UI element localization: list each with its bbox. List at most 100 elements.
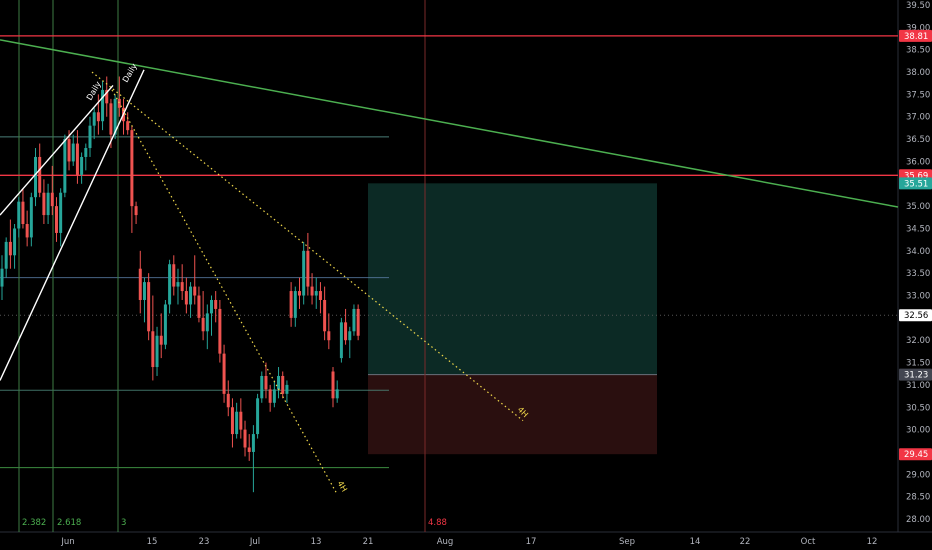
candle-body xyxy=(323,299,327,332)
time-tick-label: Aug xyxy=(437,537,454,547)
candle-body xyxy=(184,291,188,305)
candle-body xyxy=(147,282,151,332)
candle-body xyxy=(113,98,117,135)
price-tick-label: 29.00 xyxy=(906,470,930,480)
candle xyxy=(168,259,172,314)
candle-body xyxy=(42,192,46,216)
price-tag: 31.23 xyxy=(899,368,932,381)
time-tick-label: 12 xyxy=(867,537,878,547)
candle xyxy=(281,371,285,399)
candle-body xyxy=(25,224,29,238)
price-axis: 39.50 39.00 38.50 38.00 37.50 37.00 36.50 36.00… xyxy=(899,1,932,525)
candle-body xyxy=(344,322,348,341)
candle xyxy=(176,268,180,305)
candle-body xyxy=(8,241,12,256)
candle-body xyxy=(109,103,113,135)
candle xyxy=(138,250,142,314)
candle-body xyxy=(256,398,260,435)
time-tick-label: 17 xyxy=(526,537,537,547)
price-tick-label: 34.50 xyxy=(906,224,930,234)
candle-body xyxy=(126,121,130,131)
candle-body xyxy=(142,282,146,300)
candle xyxy=(222,344,226,403)
price-tag-bg xyxy=(899,29,932,42)
candle xyxy=(96,94,100,135)
candle-body xyxy=(310,286,314,296)
candle xyxy=(163,299,167,350)
candle-body xyxy=(356,308,360,336)
candle xyxy=(210,295,213,336)
candle-body xyxy=(352,308,356,332)
candle-body xyxy=(71,143,75,162)
candle-body xyxy=(80,156,84,175)
price-tick-label: 36.50 xyxy=(906,135,930,145)
candle-body xyxy=(314,291,318,296)
candle xyxy=(184,277,188,314)
price-tick-label: 38.00 xyxy=(906,68,930,78)
candle xyxy=(75,130,79,184)
price-tick-label: 32.00 xyxy=(906,336,930,346)
candle xyxy=(34,148,38,207)
candle-body xyxy=(4,241,8,269)
price-tick-label: 35.00 xyxy=(906,202,930,212)
candle xyxy=(88,116,92,157)
candle xyxy=(293,286,297,327)
candle-body xyxy=(201,317,205,332)
candle xyxy=(180,264,184,300)
price-tag-bg xyxy=(899,177,932,190)
candle-body xyxy=(331,371,335,399)
candle-body xyxy=(67,139,71,162)
candle-body xyxy=(38,156,42,193)
candle-body xyxy=(197,295,201,318)
candle-body xyxy=(172,264,176,287)
candle xyxy=(260,371,264,403)
candle-body xyxy=(247,447,251,452)
candle-body xyxy=(63,139,67,193)
candle-body xyxy=(176,282,180,287)
candle xyxy=(272,380,276,408)
candle xyxy=(235,402,239,439)
candle xyxy=(4,237,8,278)
candle xyxy=(193,255,197,305)
candle-body xyxy=(151,331,155,368)
position-stop-zone xyxy=(368,374,657,455)
candle-body xyxy=(21,201,25,225)
candle-body xyxy=(210,299,213,314)
candle xyxy=(239,398,243,439)
candle xyxy=(205,304,209,350)
candle-body xyxy=(117,98,121,108)
time-tick-label: 15 xyxy=(147,537,158,547)
price-tick-label: 37.00 xyxy=(906,113,930,123)
candle-body xyxy=(339,322,343,359)
price-tag: 35.51 xyxy=(899,177,932,190)
time-tick-label: Jun xyxy=(60,537,74,547)
candle-body xyxy=(335,389,339,399)
price-tag-label: 35.69 xyxy=(904,171,928,181)
price-tag-bg xyxy=(899,309,932,322)
candle xyxy=(151,295,155,381)
candle-body xyxy=(318,291,322,300)
price-tick-label: 37.50 xyxy=(906,90,930,100)
candle xyxy=(268,384,272,412)
candle-body xyxy=(105,89,109,104)
candle xyxy=(155,326,159,376)
candle xyxy=(117,76,121,117)
candle xyxy=(247,434,251,461)
candle-body xyxy=(285,384,289,394)
candle-body xyxy=(251,434,255,452)
candle xyxy=(25,210,29,247)
price-tag-bg xyxy=(899,448,932,461)
candle xyxy=(8,219,12,269)
candle xyxy=(344,308,348,345)
candle xyxy=(302,241,306,305)
price-tick-label: 33.50 xyxy=(906,269,930,279)
candle xyxy=(289,282,293,327)
candle xyxy=(331,367,335,408)
time-tick-label: 21 xyxy=(363,537,374,547)
candle-body xyxy=(88,125,92,149)
time-tick-label: Oct xyxy=(801,537,816,547)
candle xyxy=(84,143,88,171)
candle xyxy=(277,367,281,399)
